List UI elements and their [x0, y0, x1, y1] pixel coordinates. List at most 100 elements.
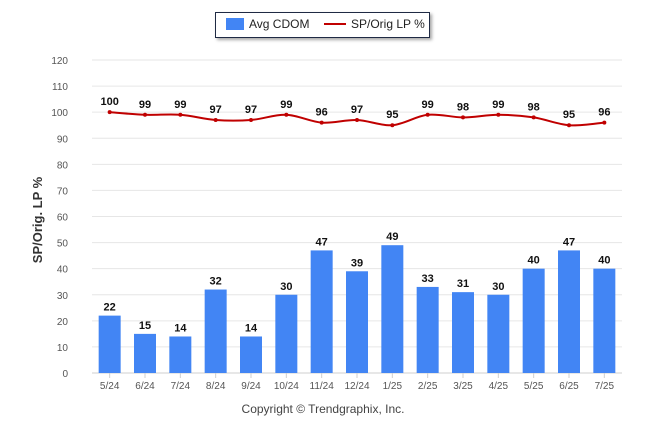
line-value-label: 96	[316, 107, 328, 119]
line-value-label: 95	[386, 109, 398, 121]
x-tick-label: 9/24	[241, 381, 261, 392]
bar	[275, 294, 298, 373]
y-tick-label: 20	[57, 317, 69, 328]
bar	[416, 286, 439, 373]
y-tick-label: 70	[57, 186, 69, 197]
legend-item-sp-orig-lp: SP/Orig LP %	[324, 17, 425, 31]
line-point	[284, 112, 289, 117]
bar	[522, 268, 545, 373]
x-tick-label: 6/25	[559, 381, 579, 392]
line-point	[602, 120, 607, 125]
line-point	[531, 115, 536, 120]
bar-value-label: 40	[528, 255, 540, 267]
bar	[346, 271, 368, 373]
line-value-label: 98	[457, 101, 469, 113]
bar-swatch-icon	[226, 18, 244, 30]
bar	[310, 250, 333, 373]
y-tick-label: 110	[52, 82, 68, 93]
line-point	[143, 112, 147, 117]
line-point	[461, 115, 465, 120]
line-point	[178, 112, 183, 117]
bar-series	[98, 245, 616, 373]
legend-label-avg-cdom: Avg CDOM	[249, 17, 310, 31]
line-value-label: 98	[528, 101, 540, 113]
line-point	[107, 110, 112, 115]
line-value-label: 95	[563, 109, 575, 121]
bar-value-label: 32	[210, 276, 222, 288]
bar-value-label: 22	[104, 302, 116, 314]
line-point	[355, 117, 359, 122]
bar-value-label: 14	[174, 322, 187, 334]
x-tick-label: 7/25	[595, 381, 615, 392]
x-tick-label: 10/24	[274, 381, 299, 392]
line-point	[213, 117, 218, 122]
y-tick-label: 10	[57, 343, 69, 354]
line-value-label: 96	[598, 107, 610, 119]
y-tick-label: 90	[57, 134, 69, 145]
bar-value-label: 30	[280, 281, 292, 293]
legend: Avg CDOM SP/Orig LP %	[215, 12, 430, 38]
bar	[593, 268, 616, 373]
line-value-label: 99	[492, 99, 504, 111]
x-tick-label: 11/24	[310, 381, 335, 392]
y-tick-label: 40	[57, 265, 69, 276]
line-series	[107, 110, 607, 128]
line-value-label: 99	[139, 99, 151, 111]
y-tick-label: 80	[57, 160, 69, 171]
line-value-label: 99	[280, 99, 292, 111]
x-tick-label: 3/25	[453, 381, 473, 392]
data-labels: 22 15 14 32 14 30 47 39 49 33 31 30 40 47 40 100 99 99 97 9…	[100, 96, 610, 334]
line-point	[390, 123, 395, 128]
line-value-label: 97	[210, 104, 222, 116]
line-value-label: 97	[245, 104, 257, 116]
line-value-label: 97	[351, 104, 363, 116]
y-tick-label: 100	[51, 108, 68, 119]
x-tick-label: 2/25	[418, 381, 438, 392]
x-tick-label: 6/24	[135, 381, 155, 392]
y-axis-ticks: 0 10 20 30 40 50 60 70 80 90 100 110 120	[51, 56, 68, 380]
y-tick-label: 120	[51, 56, 68, 67]
bar-value-label: 33	[422, 273, 434, 285]
bar	[98, 315, 121, 373]
bar	[452, 292, 474, 373]
bar-value-label: 49	[386, 231, 398, 243]
bar	[204, 289, 227, 373]
line-point	[425, 112, 430, 117]
bar-value-label: 30	[492, 281, 504, 293]
bar	[381, 245, 404, 373]
bar-value-label: 31	[457, 278, 469, 290]
y-axis-title: SP/Orig. LP %	[30, 176, 45, 263]
line-value-label: 99	[422, 99, 434, 111]
y-tick-label: 60	[57, 213, 69, 224]
line-swatch-icon	[324, 23, 346, 25]
bar	[134, 333, 156, 373]
bar	[487, 294, 510, 373]
line-value-label: 99	[174, 99, 186, 111]
y-tick-label: 50	[57, 239, 69, 250]
bar-value-label: 47	[563, 236, 575, 248]
x-tick-label: 4/25	[489, 381, 509, 392]
y-tick-label: 30	[57, 291, 69, 302]
bar-value-label: 47	[316, 236, 328, 248]
line-value-label: 100	[100, 96, 118, 108]
bar	[169, 336, 192, 373]
bar-value-label: 40	[598, 255, 610, 267]
x-tick-label: 8/24	[206, 381, 226, 392]
line-point	[567, 123, 571, 128]
legend-label-sp-orig-lp: SP/Orig LP %	[351, 17, 425, 31]
bar	[240, 336, 262, 373]
bar-value-label: 39	[351, 257, 363, 269]
line-point	[496, 112, 501, 117]
x-tick-label: 12/24	[344, 381, 369, 392]
line-point	[249, 117, 253, 122]
bar	[558, 250, 580, 373]
bar-value-label: 14	[245, 322, 258, 334]
x-axis-ticks: 5/24 6/24 7/24 8/24 9/24 10/24 11/24 12/24 1/25 2…	[100, 373, 615, 392]
line-point	[319, 120, 324, 125]
legend-item-avg-cdom: Avg CDOM	[226, 17, 309, 31]
x-tick-label: 1/25	[383, 381, 403, 392]
x-tick-label: 5/24	[100, 381, 120, 392]
x-tick-label: 5/25	[524, 381, 544, 392]
bar-value-label: 15	[139, 320, 151, 332]
